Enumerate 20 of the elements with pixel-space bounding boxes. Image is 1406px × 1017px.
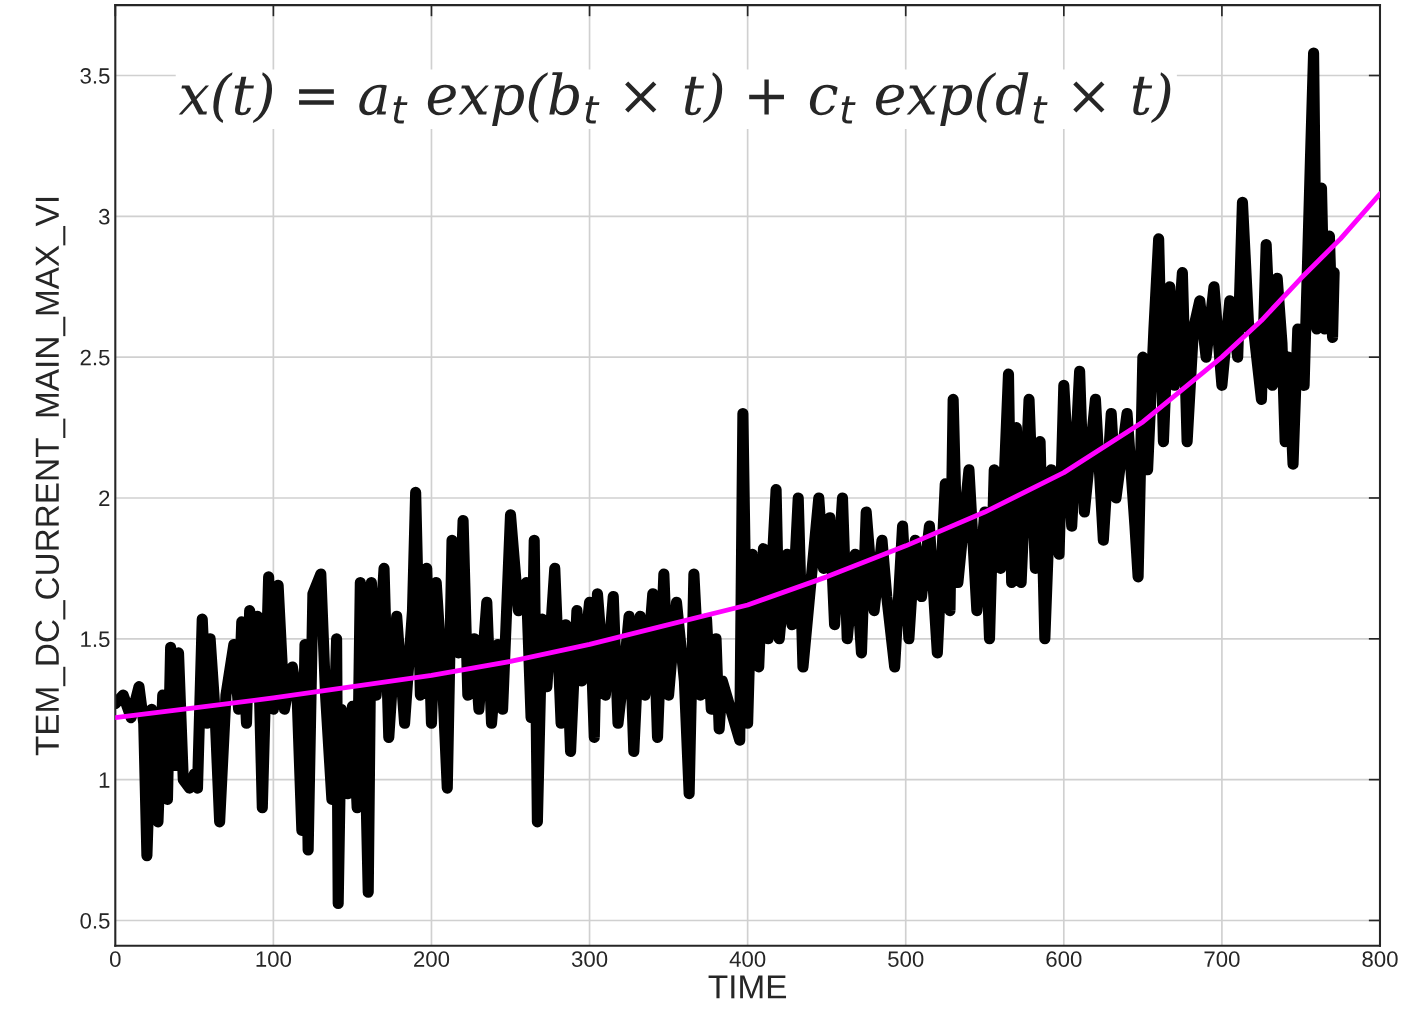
text: x(t) = a$_{t}$ exp(b$_{t}$ × t) + c$_{t}$ exp(d$_{t}$ × t) <box>178 72 1171 126</box>
y-tick-label: 3 <box>98 208 110 225</box>
x-tick-label: 700 <box>1204 951 1240 967</box>
x-tick-label: 0 <box>109 951 121 967</box>
y-tick-label: 1 <box>99 772 110 788</box>
x-tick-label: 600 <box>1046 951 1082 967</box>
y-tick-label: 0.5 <box>80 913 110 929</box>
x-axis-title: TIME <box>708 975 787 999</box>
x-tick-label: 800 <box>1362 951 1398 967</box>
y-tick-label: 3.5 <box>80 68 110 84</box>
y-axis-title: TEM_DC_CURRENT_MAIN_MAX_VI <box>35 197 66 756</box>
x-tick-label: 100 <box>256 951 292 967</box>
x-tick-label: 500 <box>888 951 924 967</box>
line-series <box>115 191 1380 721</box>
x-tick-label: 400 <box>729 951 766 967</box>
y-tick-label: 2.5 <box>80 349 110 366</box>
y-tick-label: 2 <box>99 490 110 507</box>
x-tick-label: 200 <box>414 951 450 967</box>
y-tick-label: 1.5 <box>81 631 110 648</box>
x-tick-label: 300 <box>571 951 608 967</box>
